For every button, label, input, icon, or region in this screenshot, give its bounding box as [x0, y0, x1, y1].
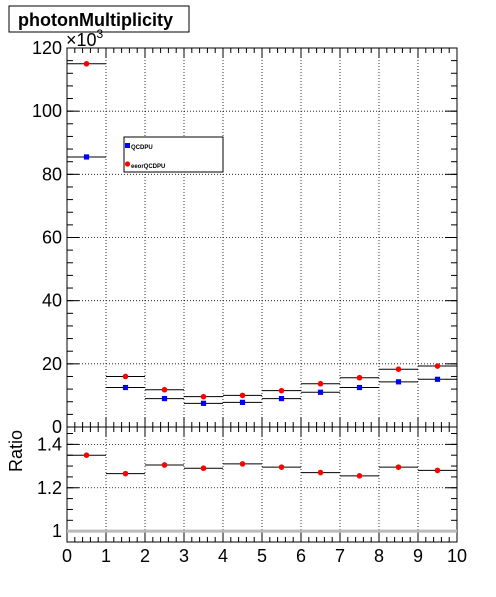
main-point-1 — [122, 373, 129, 380]
ratio-point-0 — [395, 464, 402, 470]
x-tick-label: 5 — [257, 546, 267, 566]
x-tick-label: 3 — [179, 546, 189, 566]
ratio-plot: 11.21.40 1 2 3 4 5 6 7 8 9 10 — [37, 426, 467, 566]
main-ytick-label: 120 — [32, 38, 62, 58]
legend-marker-eeorqcdpu — [124, 161, 131, 167]
x-tick-label: 4 — [218, 546, 228, 566]
main-ytick-label: 100 — [32, 101, 62, 121]
main-point-0 — [239, 399, 246, 405]
main-point-1 — [161, 386, 168, 393]
ratio-ytick-label: 1.4 — [37, 434, 62, 454]
main-point-1 — [356, 374, 363, 381]
ratio-point-0 — [434, 467, 441, 474]
x-tick-label: 2 — [140, 546, 150, 566]
x-tick-label: 0 — [62, 546, 72, 566]
main-point-0 — [200, 400, 207, 406]
ratio-point-0 — [317, 469, 324, 476]
main-point-1 — [317, 380, 324, 387]
ratio-point-0 — [200, 465, 207, 472]
chart-title: photonMultiplicity — [18, 10, 173, 30]
y-exponent-label: ×103 — [66, 27, 104, 50]
x-tick-label: 6 — [296, 546, 306, 566]
ratio-point-0 — [239, 461, 246, 467]
title-box — [8, 5, 190, 33]
main-point-0 — [161, 395, 168, 402]
ratio-ytick-label: 1 — [52, 521, 62, 541]
ratio-axis-label: Ratio — [6, 430, 26, 472]
main-point-1 — [278, 387, 285, 394]
legend-marker-qcdpu — [125, 143, 130, 148]
x-tick-label: 1 — [101, 546, 111, 566]
main-point-0 — [434, 376, 441, 382]
main-point-0 — [356, 384, 363, 391]
ratio-point-0 — [161, 462, 168, 468]
x-tick-label: 10 — [447, 546, 467, 566]
main-point-1 — [239, 392, 246, 399]
ratio-point-0 — [122, 470, 129, 477]
main-plot: 0 20 40 60 80 100 120 — [32, 38, 458, 437]
x-tick-label: 8 — [374, 546, 384, 566]
main-ytick-label: 0 — [52, 417, 62, 437]
main-point-1 — [434, 363, 441, 369]
x-tick-label: 9 — [413, 546, 423, 566]
main-point-1 — [395, 366, 402, 373]
x-tick-label: 7 — [335, 546, 345, 566]
ratio-point-0 — [278, 464, 285, 470]
legend: QCDPU eeorQCDPU — [123, 136, 224, 173]
ratio-ytick-label: 1.2 — [37, 478, 62, 498]
main-point-0 — [317, 389, 324, 395]
main-point-1 — [83, 60, 90, 67]
main-ytick-label: 20 — [42, 354, 62, 374]
main-ytick-label: 80 — [42, 164, 62, 184]
legend-label-qcdpu: QCDPU — [131, 145, 153, 151]
main-point-0 — [395, 379, 402, 385]
legend-label-eeorqcdpu: eeorQCDPU — [131, 164, 165, 170]
legend-box — [123, 136, 224, 173]
main-point-0 — [122, 384, 129, 391]
main-point-1 — [200, 393, 207, 400]
ratio-point-0 — [356, 473, 363, 479]
main-ytick-label: 40 — [42, 291, 62, 311]
main-point-0 — [278, 395, 285, 402]
main-ytick-label: 60 — [42, 228, 62, 248]
ratio-point-0 — [83, 452, 90, 459]
main-point-0 — [83, 154, 90, 160]
